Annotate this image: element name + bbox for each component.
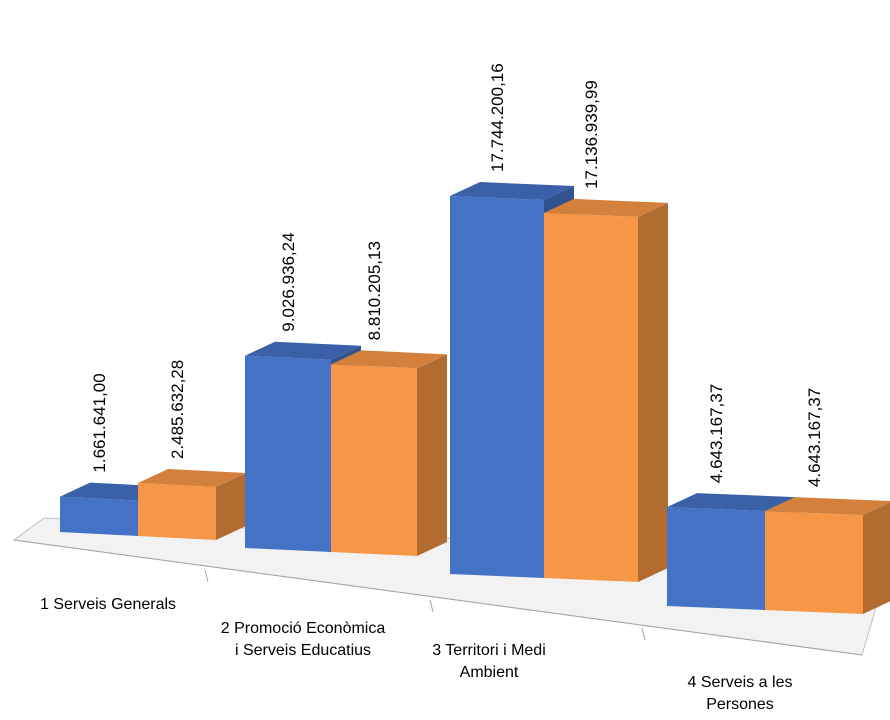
bar-front-face (331, 364, 417, 556)
bar-front-face (544, 212, 638, 582)
bar-front-face (138, 483, 216, 540)
bar-front-face (60, 496, 138, 536)
bars (60, 182, 890, 614)
bar-series-2-category-1 (138, 469, 246, 540)
data-label-series-1-category-4: 4.643.167,37 (707, 384, 726, 483)
data-label-series-2-category-3: 17.136.939,99 (582, 80, 601, 189)
data-label-series-1-category-3: 17.744.200,16 (488, 63, 507, 172)
bar-series-2-category-3 (544, 198, 668, 582)
bar-top-face (765, 497, 890, 516)
bar-front-face (667, 507, 765, 610)
data-label-series-1-category-2: 9.026.936,24 (279, 232, 298, 331)
category-label-1: 1 Serveis Generals (39, 596, 177, 613)
bar-series-2-category-2 (331, 350, 447, 556)
bar-top-face (245, 341, 361, 360)
bar-front-face (450, 196, 544, 578)
bar-side-face (417, 354, 447, 556)
bar-top-face (138, 469, 246, 488)
data-label-series-1-category-1: 1.661.641,00 (90, 373, 109, 472)
category-label-2: 2 Promoció Econòmica i Serveis Educatius (220, 620, 386, 659)
bar-front-face (245, 355, 331, 552)
bar-top-face (331, 350, 447, 369)
bar-side-face (216, 473, 246, 540)
bar-top-face (450, 182, 574, 200)
floor-tick-1 (204, 569, 209, 583)
bar-top-face (544, 198, 668, 217)
bar-side-face (638, 202, 668, 582)
bar-series-2-category-4 (765, 497, 890, 614)
bar-front-face (765, 511, 863, 614)
data-label-series-2-category-1: 2.485.632,28 (168, 360, 187, 459)
data-label-series-2-category-2: 8.810.205,13 (365, 241, 384, 340)
data-label-series-2-category-4: 4.643.167,37 (805, 388, 824, 487)
floor-tick-3 (641, 627, 646, 641)
floor-tick-2 (429, 599, 434, 613)
bar-top-face (667, 493, 795, 512)
floor-front-edge (13, 539, 863, 656)
category-label-4: 4 Serveis a les Persones (687, 674, 793, 713)
bar-side-face (863, 502, 890, 614)
category-label-3: 3 Territori i Medi Ambient (432, 642, 546, 681)
data-labels: 1.661.641,00 2.485.632,28 9.026.936,24 8.81… (90, 63, 824, 487)
